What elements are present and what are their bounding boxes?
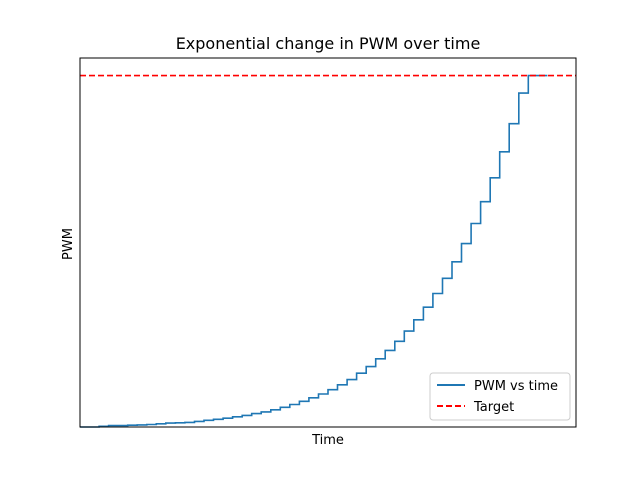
chart-title: Exponential change in PWM over time [176,34,481,53]
x-axis-label: Time [311,433,344,448]
legend-label-target: Target [473,400,514,415]
series-line-pwm [80,74,548,428]
y-axis-label: PWM [61,228,76,260]
legend: PWM vs time Target [429,372,571,421]
legend-label-pwm: PWM vs time [474,379,558,394]
axes-frame [79,57,577,428]
plot-area [80,74,576,428]
